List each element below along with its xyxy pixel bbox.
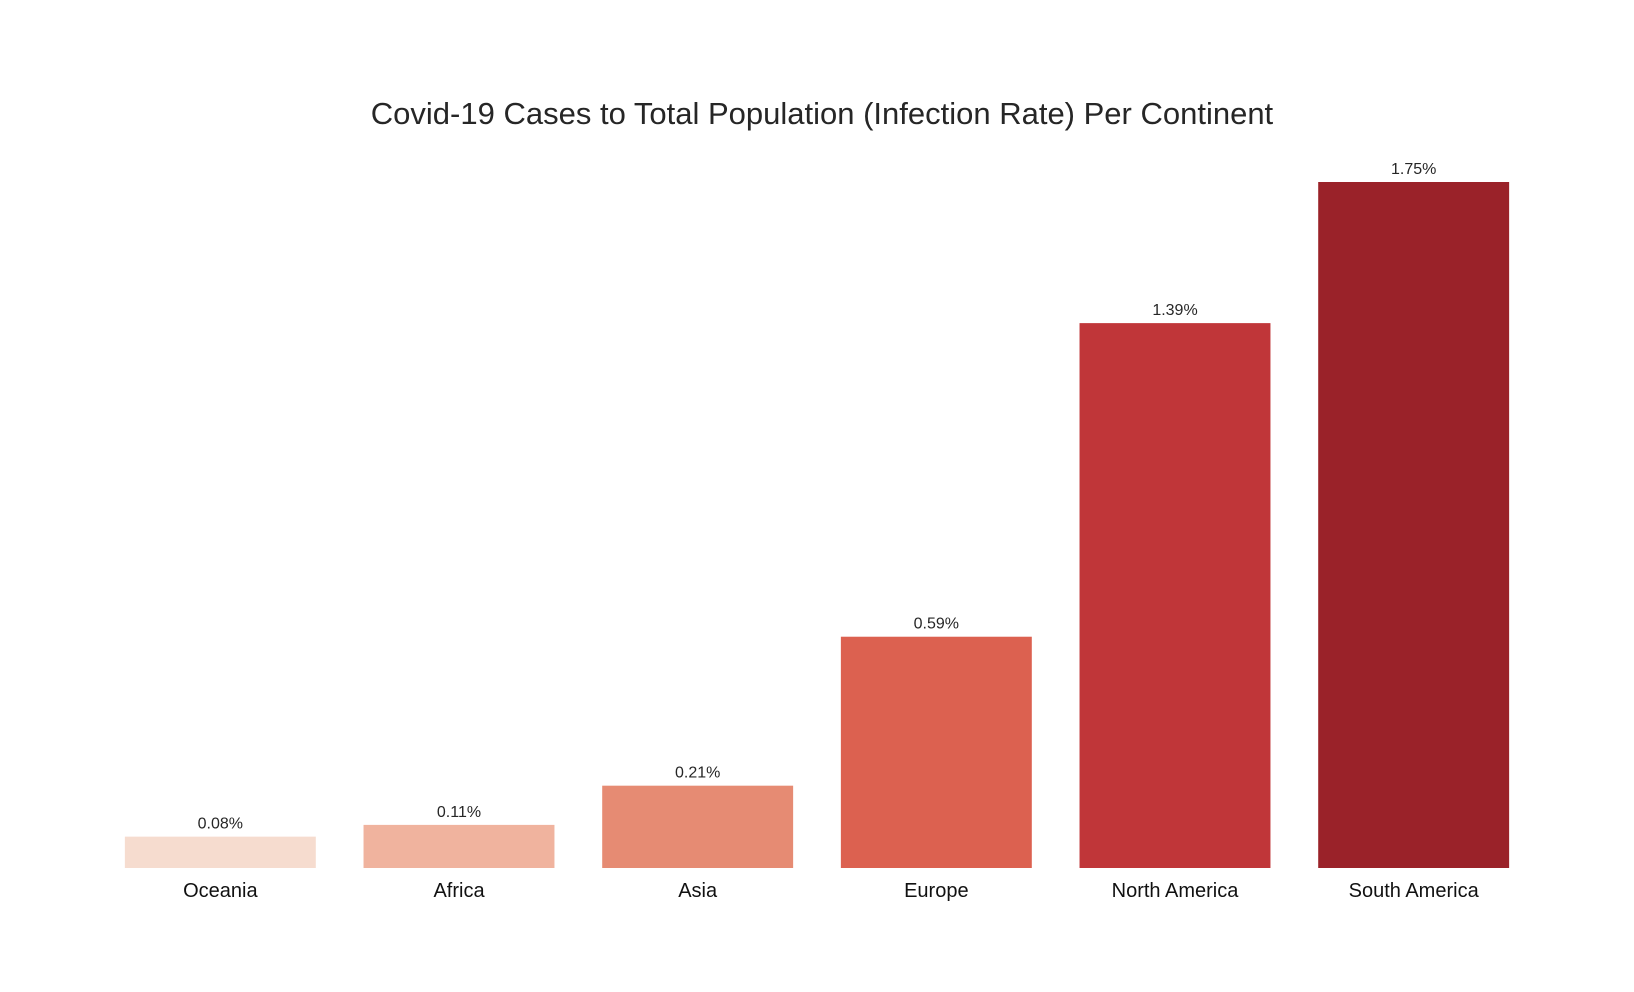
bar-value-label: 1.75% — [1391, 161, 1436, 178]
bar-europe — [840, 636, 1032, 868]
bar-value-label: 0.59% — [914, 616, 959, 633]
bar-value-labels: 0.08% 0.11% 0.21% 0.59% 1.39% 1.75% — [198, 161, 1437, 833]
bar-oceania — [124, 836, 316, 868]
chart-title: Covid-19 Cases to Total Population (Infe… — [371, 96, 1274, 131]
x-tick-label: North America — [1112, 880, 1240, 902]
bar-value-label: 0.08% — [198, 816, 243, 833]
bar-value-label: 0.21% — [675, 765, 720, 782]
x-tick-label: Oceania — [183, 880, 258, 902]
x-tick-label: Asia — [678, 880, 718, 902]
bar-asia — [602, 785, 794, 868]
bar-south-america — [1318, 182, 1510, 868]
bar-value-label: 1.39% — [1152, 302, 1197, 319]
x-tick-label: Europe — [904, 880, 969, 902]
bar-value-label: 0.11% — [437, 804, 481, 821]
bars-group — [124, 182, 1510, 868]
x-tick-label: Africa — [433, 880, 485, 902]
bar-north-america — [1079, 323, 1271, 868]
x-tick-label: South America — [1349, 880, 1480, 902]
x-axis-tick-labels: Oceania Africa Asia Europe North America Sout… — [183, 880, 1479, 902]
bar-africa — [363, 824, 555, 868]
